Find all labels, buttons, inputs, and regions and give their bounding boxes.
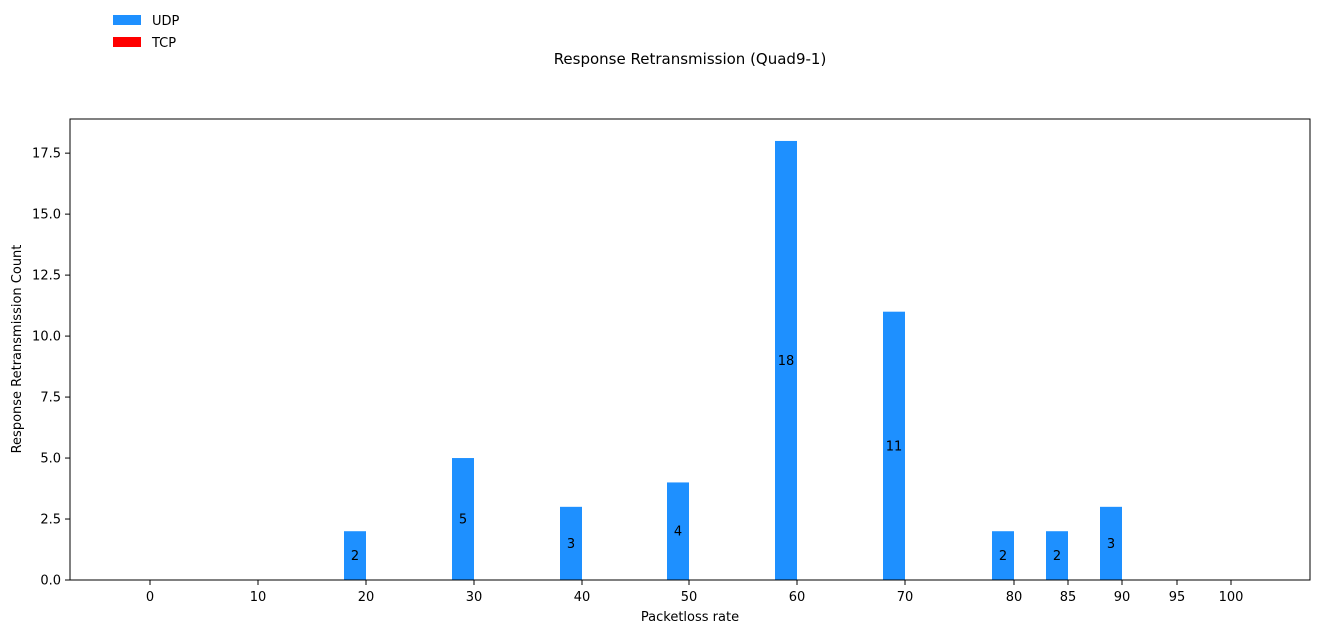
legend: UDP TCP [113, 14, 180, 51]
y-tick-label: 7.5 [40, 391, 61, 406]
x-tick-label: 20 [358, 590, 375, 605]
bar-value-label: 3 [567, 537, 575, 552]
legend-swatch-udp [113, 15, 141, 25]
legend-label-udp: UDP [152, 14, 180, 29]
bar-udp [1100, 506, 1122, 580]
x-axis-label: Packetloss rate [641, 610, 739, 625]
x-axis: 0 10 20 30 40 50 60 70 80 85 90 95 100 [146, 580, 1244, 605]
x-tick-label: 85 [1060, 590, 1077, 605]
x-tick-label: 70 [897, 590, 914, 605]
bar-udp [560, 506, 582, 580]
bar-value-label: 2 [1053, 549, 1061, 564]
y-tick-label: 2.5 [40, 513, 61, 528]
bar-udp [667, 482, 689, 580]
plot-frame [69, 118, 1311, 581]
y-tick-label: 15.0 [32, 208, 61, 223]
bars: 2 5 3 4 18 11 2 2 3 [344, 140, 1122, 580]
y-axis-label: Response Retransmission Count [10, 245, 25, 454]
x-tick-label: 80 [1006, 590, 1023, 605]
y-tick-label: 5.0 [40, 452, 61, 467]
legend-label-tcp: TCP [151, 36, 176, 51]
legend-swatch-tcp [113, 37, 141, 47]
bar-value-label: 11 [886, 439, 903, 454]
y-tick-label: 17.5 [32, 147, 61, 162]
y-axis: 0.0 2.5 5.0 7.5 10.0 12.5 15.0 17.5 [32, 147, 70, 589]
bar-value-label: 4 [674, 525, 682, 540]
x-tick-label: 95 [1169, 590, 1186, 605]
bar-udp [1046, 531, 1068, 580]
bar-value-label: 3 [1107, 537, 1115, 552]
x-tick-label: 90 [1114, 590, 1131, 605]
bar-udp [992, 531, 1014, 580]
x-tick-label: 40 [574, 590, 591, 605]
y-tick-label: 0.0 [40, 574, 61, 589]
bar-value-label: 18 [778, 354, 795, 369]
bar-value-label: 2 [999, 549, 1007, 564]
bar-udp [344, 531, 366, 580]
bar-value-label: 2 [351, 549, 359, 564]
bar-udp [775, 140, 797, 580]
bar-value-label: 5 [459, 513, 467, 528]
x-tick-label: 0 [146, 590, 154, 605]
x-tick-label: 10 [250, 590, 267, 605]
bar-udp [452, 458, 474, 580]
y-tick-label: 12.5 [32, 269, 61, 284]
x-tick-label: 100 [1219, 590, 1244, 605]
x-tick-label: 60 [789, 590, 806, 605]
y-tick-label: 10.0 [32, 330, 61, 345]
x-tick-label: 50 [681, 590, 698, 605]
chart-title: Response Retransmission (Quad9-1) [554, 50, 827, 68]
x-tick-label: 30 [466, 590, 483, 605]
bar-udp [883, 311, 905, 580]
